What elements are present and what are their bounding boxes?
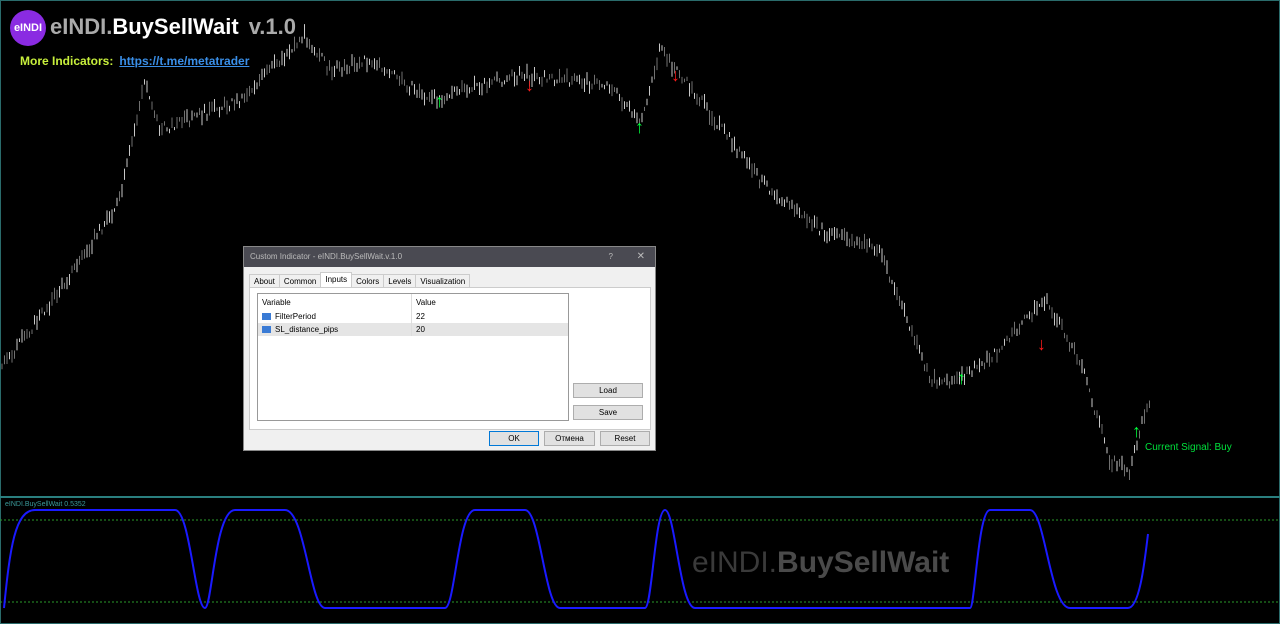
oscillator-line — [3, 508, 1149, 610]
sell-arrow-icon: ↓ — [671, 65, 680, 85]
dialog-titlebar[interactable]: Custom Indicator - eINDI.BuySellWait.v.1… — [244, 247, 655, 267]
table-header: Variable Value — [258, 294, 568, 310]
tab-levels[interactable]: Levels — [383, 274, 417, 288]
close-button[interactable]: ✕ — [636, 251, 645, 262]
tab-about[interactable]: About — [249, 274, 280, 288]
sell-arrow-icon: ↓ — [1037, 334, 1046, 354]
help-button[interactable]: ? — [608, 252, 613, 261]
more-indicators: More Indicators: https://t.me/metatrader — [20, 54, 250, 68]
save-button[interactable]: Save — [573, 405, 643, 420]
custom-indicator-dialog: Custom Indicator - eINDI.BuySellWait.v.1… — [243, 246, 656, 451]
tab-common[interactable]: Common — [278, 274, 322, 288]
ok-button[interactable]: OK — [489, 431, 539, 446]
logo: eINDI — [10, 10, 46, 46]
current-signal: Current Signal: Buy — [1145, 442, 1232, 453]
inputs-table: Variable Value FilterPeriod 22 SL_distance… — [257, 293, 569, 421]
indicator-title: eINDI.BuySellWait v.1.0 — [50, 14, 296, 39]
buy-arrow-icon: ↑ — [435, 91, 444, 111]
integer-icon — [262, 326, 271, 333]
cancel-button[interactable]: Отмена — [544, 431, 595, 446]
reset-button[interactable]: Reset — [600, 431, 650, 446]
watermark: eINDI.BuySellWait — [692, 546, 950, 579]
buy-arrow-icon: ↑ — [957, 368, 966, 388]
inputs-panel: Variable Value FilterPeriod 22 SL_distance… — [249, 287, 651, 430]
telegram-link[interactable]: https://t.me/metatrader — [119, 54, 250, 68]
tab-inputs[interactable]: Inputs — [320, 272, 353, 288]
buy-arrow-icon: ↑ — [1132, 421, 1141, 441]
oscillator-chart — [0, 508, 1280, 610]
table-row[interactable]: FilterPeriod 22 — [258, 310, 568, 323]
tab-visualization[interactable]: Visualization — [415, 274, 471, 288]
tab-colors[interactable]: Colors — [351, 274, 385, 288]
sell-arrow-icon: ↓ — [525, 75, 534, 95]
table-row[interactable]: SL_distance_pips 20 — [258, 323, 568, 336]
indicator-label: eINDI.BuySellWait 0.5352 — [5, 501, 86, 508]
integer-icon — [262, 313, 271, 320]
subwindow-separator[interactable] — [0, 496, 1280, 498]
price-chart[interactable] — [0, 0, 1280, 496]
buy-arrow-icon: ↑ — [635, 117, 644, 137]
load-button[interactable]: Load — [573, 383, 643, 398]
